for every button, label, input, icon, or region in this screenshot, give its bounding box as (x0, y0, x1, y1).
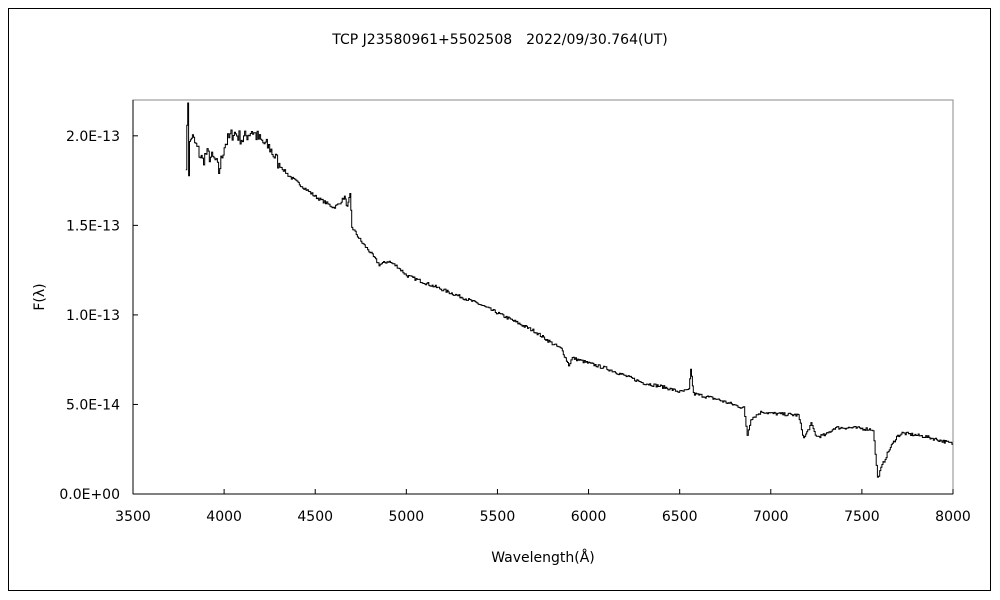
y-tick-label: 1.0E-13 (66, 308, 120, 324)
x-tick-label: 5000 (389, 509, 425, 525)
x-tick-label: 5500 (480, 509, 516, 525)
y-tick-label: 5.0E-14 (66, 397, 120, 413)
x-tick-label: 8000 (935, 509, 971, 525)
x-tick-label: 7500 (844, 509, 880, 525)
x-tick-label: 4000 (206, 509, 242, 525)
y-tick-label: 0.0E+00 (59, 487, 120, 503)
chart-title: TCP J23580961+5502508 2022/09/30.764(UT) (331, 32, 667, 48)
chart-frame (8, 8, 991, 591)
x-tick-label: 4500 (297, 509, 333, 525)
y-tick-label: 1.5E-13 (66, 218, 120, 234)
x-tick-label: 3500 (115, 509, 151, 525)
x-tick-label: 6000 (571, 509, 607, 525)
x-tick-label: 6500 (662, 509, 698, 525)
plot-area (132, 99, 954, 495)
y-tick-label: 2.0E-13 (66, 129, 120, 145)
y-axis-label: F(λ) (32, 283, 48, 310)
x-tick-label: 7000 (753, 509, 789, 525)
spectrum-line (185, 102, 953, 478)
x-axis-label: Wavelength(Å) (491, 549, 595, 566)
